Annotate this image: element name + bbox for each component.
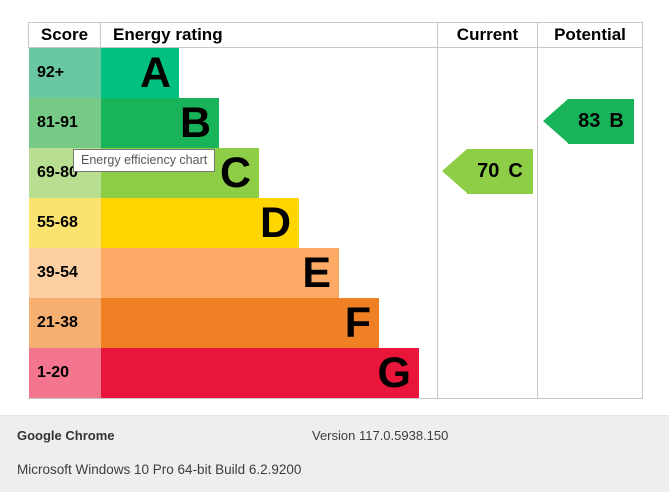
browser-version: Version 117.0.5938.150 (312, 428, 449, 443)
band-row-f: 21-38 F (29, 298, 643, 348)
band-letter-g: G (377, 348, 411, 397)
column-header-current: Current (438, 23, 538, 47)
arrow-left-point-icon (442, 149, 467, 193)
band-bar-e: E (101, 248, 339, 298)
band-row-a: 92+ A (29, 48, 643, 98)
current-column-cell (438, 248, 538, 298)
potential-band-letter: B (609, 110, 624, 132)
os-version: Microsoft Windows 10 Pro 64-bit Build 6.… (17, 462, 302, 477)
score-range-b: 81-91 (29, 98, 101, 148)
band-letter-a: A (139, 48, 171, 97)
band-row-g: 1-20 G (29, 348, 643, 398)
potential-column-cell (538, 298, 643, 348)
band-row-e: 39-54 E (29, 248, 643, 298)
band-letter-d: D (259, 198, 291, 247)
current-column-cell (438, 298, 538, 348)
band-row-b: 81-91 B (29, 98, 643, 148)
score-range-e: 39-54 (29, 248, 101, 298)
score-range-g: 1-20 (29, 348, 101, 398)
current-column-cell (438, 148, 538, 198)
current-band-letter: C (508, 160, 523, 182)
band-bar-g: G (101, 348, 419, 398)
current-column-cell (438, 48, 538, 98)
hover-tooltip: Energy efficiency chart (73, 149, 216, 172)
energy-efficiency-chart[interactable]: Score Energy rating Current Potential 92… (28, 22, 643, 399)
potential-rating-arrow: 83 B (543, 99, 634, 144)
band-row-d: 55-68 D (29, 198, 643, 248)
potential-column-cell (538, 98, 643, 148)
browser-name: Google Chrome (17, 428, 115, 443)
current-column-cell (438, 198, 538, 248)
potential-column-cell (538, 348, 643, 398)
current-column-cell (438, 348, 538, 398)
potential-score-value: 83 (578, 110, 601, 132)
score-range-d: 55-68 (29, 198, 101, 248)
band-letter-b: B (179, 98, 211, 147)
current-score-value: 70 (477, 160, 500, 182)
band-bar-a: A (101, 48, 179, 98)
band-letter-f: F (344, 298, 371, 347)
score-range-f: 21-38 (29, 298, 101, 348)
current-rating-arrow: 70 C (442, 149, 533, 194)
column-header-score: Score (29, 23, 101, 47)
chart-header-row: Score Energy rating Current Potential (28, 22, 643, 48)
score-range-a: 92+ (29, 48, 101, 98)
column-header-potential: Potential (554, 25, 626, 44)
potential-column-cell (538, 148, 643, 198)
band-bar-b: B (101, 98, 219, 148)
band-letter-e: E (302, 248, 331, 297)
band-bar-f: F (101, 298, 379, 348)
band-bar-d: D (101, 198, 299, 248)
potential-column-cell (538, 248, 643, 298)
chart-body: 92+ A 81-91 B (28, 48, 643, 398)
band-letter-c: C (219, 148, 251, 197)
system-info-panel: Google Chrome Version 117.0.5938.150 Mic… (0, 415, 669, 492)
potential-column-cell (538, 198, 643, 248)
potential-column-cell (538, 48, 643, 98)
arrow-left-point-icon (543, 99, 568, 143)
current-column-cell (438, 98, 538, 148)
column-header-energy-rating: Energy rating (101, 23, 438, 47)
